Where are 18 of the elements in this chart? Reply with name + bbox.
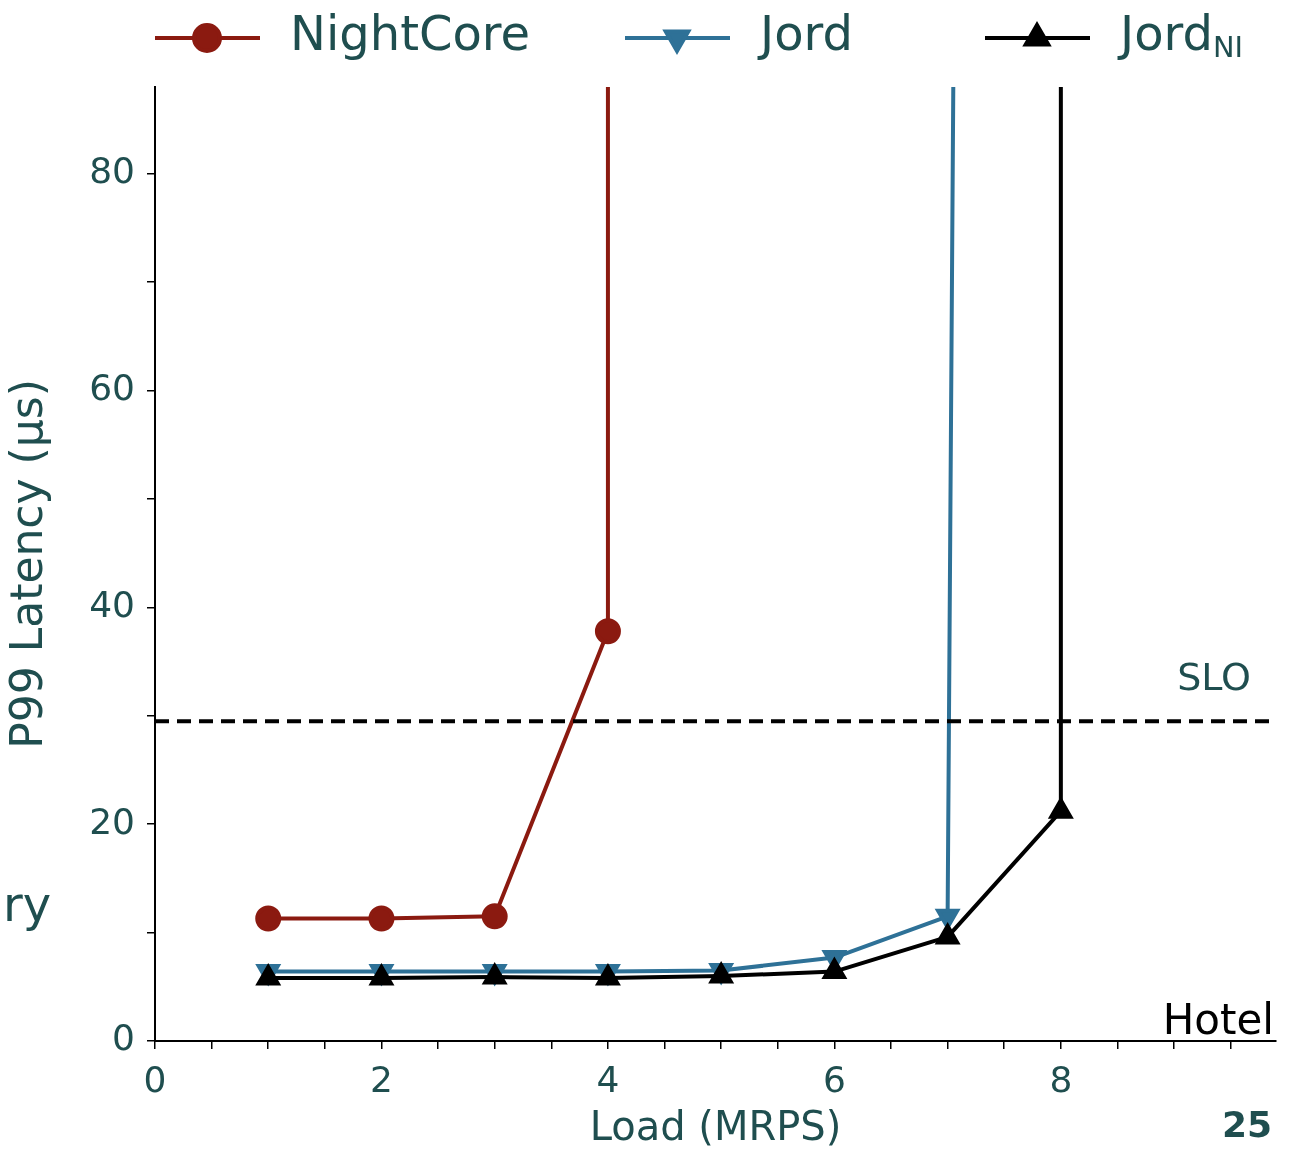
y-tick-label: 40 — [89, 583, 135, 625]
x-tick-label: 6 — [822, 1058, 846, 1100]
y-tick-label: 0 — [112, 1017, 135, 1059]
legend-label: Jord — [757, 5, 853, 62]
x-tick-label: 8 — [1049, 1058, 1073, 1100]
x-tick-label: 0 — [143, 1058, 167, 1100]
x-axis-title: Load (MRPS) — [589, 1103, 842, 1150]
y-axis-title: P99 Latency (μs) — [0, 379, 52, 749]
y-tick-label: 80 — [89, 150, 135, 192]
y-tick-label: 20 — [89, 800, 135, 842]
ref-line-label: SLO — [1177, 655, 1251, 700]
x-tick-label: 2 — [370, 1058, 393, 1100]
y-tick-label: 60 — [89, 366, 135, 408]
legend-label: NightCore — [290, 5, 531, 62]
text: ry — [3, 876, 52, 933]
x-tick-label: 4 — [596, 1058, 620, 1100]
annotation: Hotel — [1162, 994, 1274, 1044]
text: 25 — [1221, 1104, 1272, 1146]
